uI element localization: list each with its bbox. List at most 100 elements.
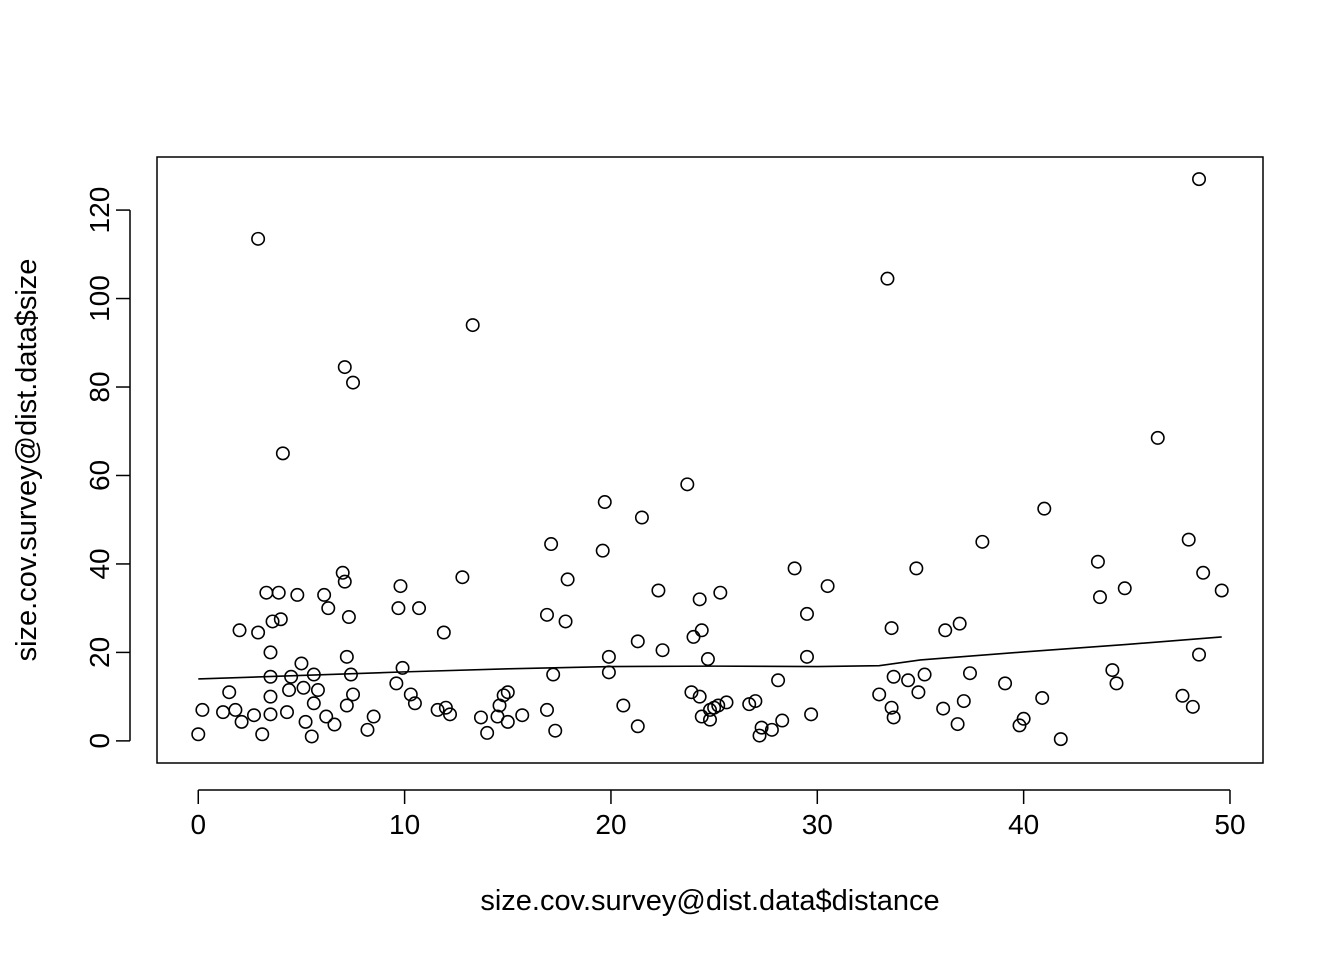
y-axis: 0 20 40 60 80 100 120 [84, 187, 131, 749]
data-point [544, 537, 559, 552]
data-point [393, 579, 408, 594]
data-point [771, 673, 786, 688]
x-tick-label: 50 [1214, 809, 1245, 840]
data-point [430, 702, 445, 717]
data-point [700, 652, 715, 667]
data-point [901, 673, 916, 688]
data-point [1016, 711, 1031, 726]
data-point [630, 719, 645, 734]
data-point [263, 689, 278, 704]
data-point [820, 579, 835, 594]
data-point [880, 271, 895, 286]
data-point [335, 565, 350, 580]
data-point [391, 601, 406, 616]
data-point [1175, 688, 1190, 703]
data-point [403, 687, 418, 702]
data-point [290, 587, 305, 602]
y-tick-label: 60 [84, 460, 115, 491]
data-point [950, 717, 965, 732]
data-point [1214, 583, 1229, 598]
data-point [195, 702, 210, 717]
data-point [1092, 590, 1107, 605]
data-point [539, 702, 554, 717]
data-point [234, 714, 249, 729]
data-point [1035, 690, 1050, 705]
data-point [515, 708, 530, 723]
data-point [366, 709, 381, 724]
data-point [327, 717, 342, 732]
data-point [799, 649, 814, 664]
data-point [702, 712, 717, 727]
data-point [886, 669, 901, 684]
data-point [496, 688, 511, 703]
data-point [1192, 647, 1207, 662]
x-axis: 0 10 20 30 40 50 [190, 789, 1246, 840]
data-point [251, 625, 266, 640]
data-point [412, 601, 427, 616]
smooth-line-layer [198, 636, 1222, 680]
data-point [748, 694, 763, 709]
data-point [1192, 172, 1207, 187]
x-tick-label: 10 [389, 809, 420, 840]
data-point [616, 698, 631, 713]
data-point [1181, 532, 1196, 547]
data-point [998, 676, 1013, 691]
data-point [1196, 565, 1211, 580]
data-point [246, 708, 261, 723]
data-point [692, 689, 707, 704]
data-point [938, 623, 953, 638]
data-point [500, 714, 515, 729]
data-point [1117, 581, 1132, 596]
data-point [360, 722, 375, 737]
x-tick-label: 0 [190, 809, 206, 840]
y-tick-label: 20 [84, 637, 115, 668]
data-point [407, 696, 422, 711]
data-point [539, 607, 554, 622]
data-point [1105, 663, 1120, 678]
data-point [296, 680, 311, 695]
data-point [1037, 501, 1052, 516]
data-point [279, 705, 294, 720]
data-point [560, 572, 575, 587]
data-point [872, 687, 887, 702]
data-point [265, 614, 280, 629]
y-axis-label: size.cov.survey@dist.data$size [11, 259, 43, 662]
data-point [465, 318, 480, 333]
data-point [1185, 699, 1200, 714]
data-point [321, 601, 336, 616]
data-point [884, 621, 899, 636]
data-point [597, 495, 612, 510]
y-tick-label: 0 [84, 733, 115, 749]
data-point [634, 510, 649, 525]
data-point [500, 685, 515, 700]
data-point [799, 606, 814, 621]
data-point [962, 666, 977, 681]
data-point [694, 623, 709, 638]
data-point [232, 623, 247, 638]
data-point [655, 643, 670, 658]
data-point [337, 574, 352, 589]
data-point [711, 698, 726, 713]
data-point [263, 645, 278, 660]
smooth-trend-line [198, 636, 1222, 680]
data-point [548, 723, 563, 738]
data-point [752, 728, 767, 743]
data-point [684, 685, 699, 700]
data-point [436, 625, 451, 640]
data-point [395, 660, 410, 675]
x-tick-label: 20 [595, 809, 626, 840]
data-point [917, 667, 932, 682]
points-layer [191, 172, 1229, 747]
data-point [341, 610, 356, 625]
data-point [317, 587, 332, 602]
data-point [339, 698, 354, 713]
data-point [310, 683, 325, 698]
data-point [298, 714, 313, 729]
data-point [775, 713, 790, 728]
y-tick-label: 120 [84, 187, 115, 234]
data-point [754, 720, 769, 735]
x-tick-label: 30 [802, 809, 833, 840]
data-point [346, 375, 361, 390]
